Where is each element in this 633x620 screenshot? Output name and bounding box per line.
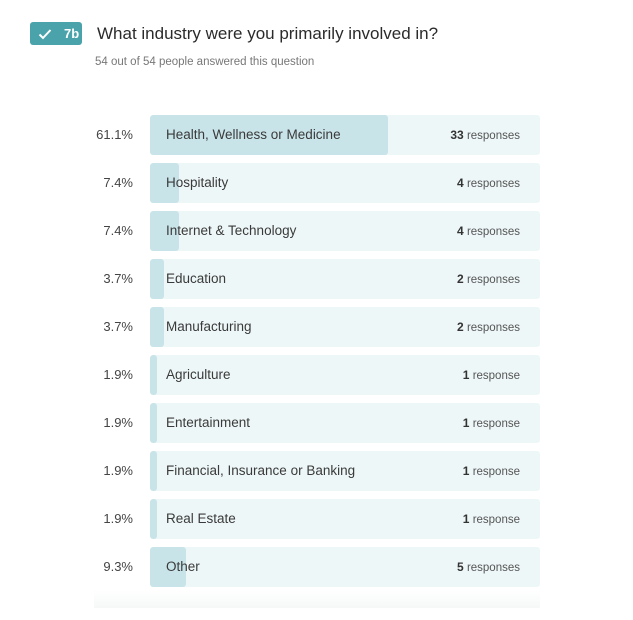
response-count: 1 response — [463, 355, 520, 395]
bar-fill — [150, 403, 158, 443]
result-row: 1.9% Entertainment 1 response — [0, 403, 633, 443]
count-unit: response — [472, 514, 520, 526]
category-label: Internet & Technology — [166, 223, 297, 238]
category-label: Other — [166, 559, 200, 574]
category-label: Health, Wellness or Medicine — [166, 127, 341, 142]
bar-fill — [150, 499, 158, 539]
count-value: 2 — [457, 320, 464, 334]
bottom-fade — [94, 590, 540, 608]
result-row: 1.9% Agriculture 1 response — [0, 355, 633, 395]
bar-track: Other 5 responses — [150, 547, 540, 587]
percent-label: 1.9% — [103, 511, 133, 526]
count-unit: responses — [466, 130, 520, 142]
count-unit: response — [472, 418, 520, 430]
percent-label: 7.4% — [103, 175, 133, 190]
bar-fill — [150, 211, 179, 251]
response-count: 33 responses — [450, 115, 520, 155]
bar-fill — [150, 163, 179, 203]
percent-label: 61.1% — [96, 127, 133, 142]
bar-track: Hospitality 4 responses — [150, 163, 540, 203]
count-value: 1 — [462, 416, 470, 430]
response-count: 2 responses — [457, 307, 520, 347]
response-count: 1 response — [463, 451, 520, 491]
category-label: Financial, Insurance or Banking — [166, 463, 356, 478]
check-icon — [38, 28, 52, 39]
response-count: 4 responses — [457, 163, 520, 203]
count-unit: responses — [466, 322, 520, 334]
count-unit: responses — [466, 178, 520, 190]
bar-fill — [150, 259, 165, 299]
count-value: 33 — [450, 128, 464, 142]
count-unit: responses — [466, 274, 520, 286]
category-label: Manufacturing — [166, 319, 252, 334]
count-value: 4 — [457, 176, 464, 190]
question-number: 7b — [64, 26, 80, 41]
result-row: 3.7% Manufacturing 2 responses — [0, 307, 633, 347]
bar-track: Manufacturing 2 responses — [150, 307, 540, 347]
question-badge: 7b — [30, 22, 82, 45]
bar-track: Education 2 responses — [150, 259, 540, 299]
count-unit: responses — [466, 226, 520, 238]
percent-label: 1.9% — [103, 367, 133, 382]
count-value: 2 — [457, 272, 464, 286]
count-value: 4 — [457, 224, 464, 238]
bar-fill — [150, 115, 389, 155]
result-row: 1.9% Real Estate 1 response — [0, 499, 633, 539]
bar-track: Health, Wellness or Medicine 33 response… — [150, 115, 540, 155]
category-label: Hospitality — [166, 175, 229, 190]
result-row: 9.3% Other 5 responses — [0, 547, 633, 587]
answer-count: 54 out of 54 people answered this questi… — [95, 56, 315, 68]
result-row: 7.4% Hospitality 4 responses — [0, 163, 633, 203]
result-row: 1.9% Financial, Insurance or Banking 1 r… — [0, 451, 633, 491]
response-count: 4 responses — [457, 211, 520, 251]
bar-track: Internet & Technology 4 responses — [150, 211, 540, 251]
count-unit: response — [472, 466, 520, 478]
category-label: Education — [166, 271, 227, 286]
count-unit: response — [472, 370, 520, 382]
count-unit: responses — [466, 562, 520, 574]
result-row: 61.1% Health, Wellness or Medicine 33 re… — [0, 115, 633, 155]
response-count: 1 response — [463, 499, 520, 539]
bar-fill — [150, 547, 187, 587]
bar-track: Entertainment 1 response — [150, 403, 540, 443]
bar-track: Real Estate 1 response — [150, 499, 540, 539]
percent-label: 1.9% — [103, 463, 133, 478]
bar-fill — [150, 355, 158, 395]
count-value: 5 — [457, 560, 464, 574]
category-label: Entertainment — [166, 415, 251, 430]
percent-label: 1.9% — [103, 415, 133, 430]
bar-fill — [150, 307, 165, 347]
percent-label: 9.3% — [103, 559, 133, 574]
percent-label: 3.7% — [103, 319, 133, 334]
percent-label: 7.4% — [103, 223, 133, 238]
count-value: 1 — [462, 512, 470, 526]
count-value: 1 — [462, 464, 470, 478]
bar-track: Agriculture 1 response — [150, 355, 540, 395]
result-row: 3.7% Education 2 responses — [0, 259, 633, 299]
result-row: 7.4% Internet & Technology 4 responses — [0, 211, 633, 251]
response-count: 5 responses — [457, 547, 520, 587]
category-label: Real Estate — [166, 511, 236, 526]
bar-fill — [150, 451, 158, 491]
count-value: 1 — [462, 368, 470, 382]
bar-track: Financial, Insurance or Banking 1 respon… — [150, 451, 540, 491]
percent-label: 3.7% — [103, 271, 133, 286]
response-count: 2 responses — [457, 259, 520, 299]
question-title: What industry were you primarily involve… — [97, 24, 439, 43]
response-count: 1 response — [463, 403, 520, 443]
category-label: Agriculture — [166, 367, 231, 382]
